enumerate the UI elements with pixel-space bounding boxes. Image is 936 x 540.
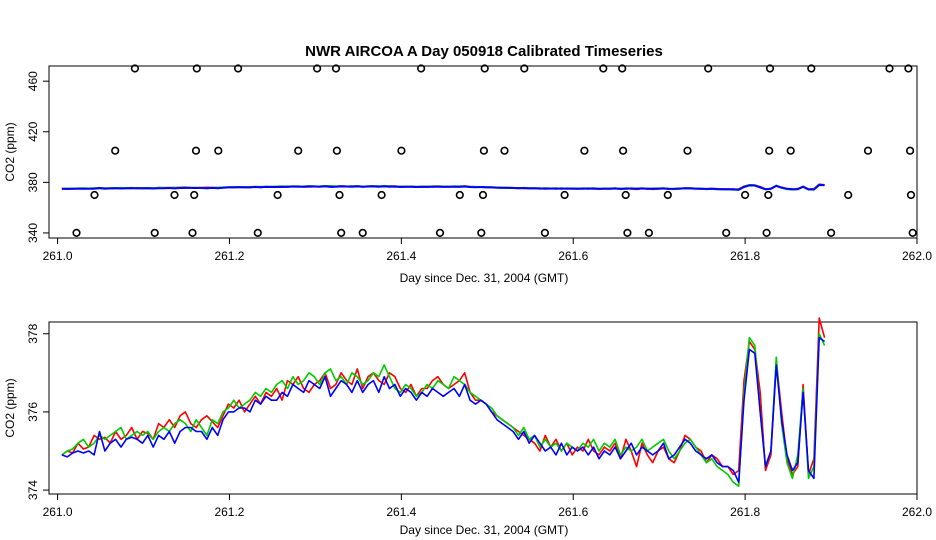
scatter-point bbox=[455, 190, 464, 200]
scatter-point bbox=[704, 64, 713, 73]
y-axis-label-top: CO2 (ppm) bbox=[3, 122, 17, 181]
series-line-green bbox=[61, 332, 826, 488]
x-tick-label: 261.4 bbox=[386, 249, 416, 263]
scatter-point bbox=[478, 190, 488, 200]
x-tick-label: 261.2 bbox=[214, 249, 244, 263]
x-tick-label: 261.0 bbox=[43, 505, 73, 519]
scatter-point bbox=[762, 228, 771, 237]
y-tick-label: 340 bbox=[26, 223, 40, 243]
scatter-point bbox=[618, 64, 627, 73]
scatter-point bbox=[192, 64, 201, 73]
scatter-point bbox=[500, 146, 509, 155]
y-tick-label: 420 bbox=[26, 121, 40, 141]
scatter-point bbox=[905, 146, 915, 155]
x-tick-label: 261.6 bbox=[558, 249, 588, 263]
scatter-point bbox=[765, 146, 774, 155]
scatter-point bbox=[740, 190, 750, 200]
scatter-point bbox=[480, 64, 489, 73]
scatter-point bbox=[826, 228, 836, 237]
scatter-point bbox=[644, 228, 654, 237]
scatter-point bbox=[904, 64, 913, 73]
y-tick-label: 460 bbox=[26, 71, 40, 91]
scatter-point bbox=[170, 190, 179, 200]
scatter-point bbox=[863, 146, 873, 155]
x-tick-label: 261.8 bbox=[730, 505, 760, 519]
series-line-top-blue bbox=[61, 184, 825, 191]
scatter-point bbox=[234, 64, 243, 73]
series-lines-top bbox=[61, 183, 825, 191]
scatter-point bbox=[377, 190, 386, 200]
chart-title: NWR AIRCOA A Day 050918 Calibrated Times… bbox=[305, 43, 663, 60]
scatter-point bbox=[150, 228, 159, 237]
panel-bottom: 374 376 378 261.0 261.2 261.4 261.6 261.8 262.0… bbox=[3, 317, 932, 537]
scatter-point bbox=[540, 228, 550, 237]
scatter-point bbox=[435, 228, 445, 237]
scatter-point bbox=[599, 64, 608, 73]
series-lines-bottom bbox=[61, 317, 826, 488]
scatter-point bbox=[191, 146, 201, 155]
scatter-point bbox=[765, 64, 775, 73]
scatter-point bbox=[332, 146, 342, 155]
scatter-point bbox=[253, 228, 262, 237]
scatter-point bbox=[358, 228, 367, 237]
scatter-point bbox=[580, 146, 589, 155]
y-axis-label-bottom: CO2 (ppm) bbox=[3, 378, 17, 437]
x-tick-label: 261.6 bbox=[558, 505, 588, 519]
scatter-point bbox=[764, 190, 773, 200]
y-axis-bottom: 374 376 378 bbox=[26, 323, 49, 500]
scatter-point bbox=[683, 146, 692, 155]
x-axis-label-top: Day since Dec. 31, 2004 (GMT) bbox=[400, 271, 569, 285]
plot-frame-top bbox=[48, 65, 918, 239]
scatter-point bbox=[417, 64, 426, 73]
x-tick-label: 261.8 bbox=[730, 249, 760, 263]
x-tick-label: 262.0 bbox=[902, 249, 932, 263]
scatter-point bbox=[313, 64, 322, 73]
scatter-point bbox=[906, 190, 916, 200]
scatter-point bbox=[130, 64, 139, 73]
scatter-point bbox=[844, 190, 853, 200]
scatter-point bbox=[621, 190, 630, 200]
scatter-point bbox=[188, 228, 197, 237]
scatter-point bbox=[90, 190, 99, 200]
x-axis-label-bottom: Day since Dec. 31, 2004 (GMT) bbox=[400, 523, 569, 537]
scatter-point bbox=[331, 64, 341, 73]
y-axis-top: 340 380 420 460 bbox=[26, 71, 49, 243]
scatter-point bbox=[786, 146, 795, 155]
y-tick-label: 374 bbox=[26, 480, 40, 500]
x-tick-label: 261.0 bbox=[43, 249, 73, 263]
scatter-point bbox=[190, 190, 199, 200]
scatter-point bbox=[335, 190, 344, 200]
scatter-point bbox=[618, 146, 628, 155]
scatter-point bbox=[214, 146, 223, 155]
panel-top: NWR AIRCOA A Day 050918 Calibrated Times… bbox=[3, 43, 932, 285]
x-axis-top: 261.0 261.2 261.4 261.6 261.8 262.0 bbox=[43, 238, 932, 263]
scatter-point bbox=[623, 228, 632, 237]
scatter-points-top bbox=[72, 64, 917, 237]
scatter-point bbox=[337, 228, 346, 237]
scatter-point bbox=[663, 190, 672, 200]
scatter-point bbox=[294, 146, 303, 155]
series-line-blue bbox=[61, 336, 826, 484]
y-tick-label: 378 bbox=[26, 323, 40, 343]
scatter-point bbox=[560, 190, 569, 200]
x-tick-label: 261.4 bbox=[386, 505, 416, 519]
scatter-point bbox=[72, 228, 81, 237]
scatter-point bbox=[273, 190, 282, 200]
scatter-point bbox=[885, 64, 894, 73]
scatter-point bbox=[520, 64, 529, 73]
scatter-point bbox=[722, 228, 731, 237]
scatter-point bbox=[908, 228, 917, 237]
y-tick-label: 380 bbox=[26, 172, 40, 192]
plot-frame-bottom bbox=[48, 321, 918, 495]
x-tick-label: 262.0 bbox=[902, 505, 932, 519]
scatter-point bbox=[397, 146, 406, 155]
scatter-point bbox=[477, 228, 486, 237]
scatter-point bbox=[111, 146, 120, 155]
x-tick-label: 261.2 bbox=[214, 505, 244, 519]
scatter-point bbox=[479, 146, 489, 155]
scatter-point bbox=[807, 64, 816, 73]
x-axis-bottom: 261.0 261.2 261.4 261.6 261.8 262.0 bbox=[43, 494, 932, 519]
y-tick-label: 376 bbox=[26, 402, 40, 422]
